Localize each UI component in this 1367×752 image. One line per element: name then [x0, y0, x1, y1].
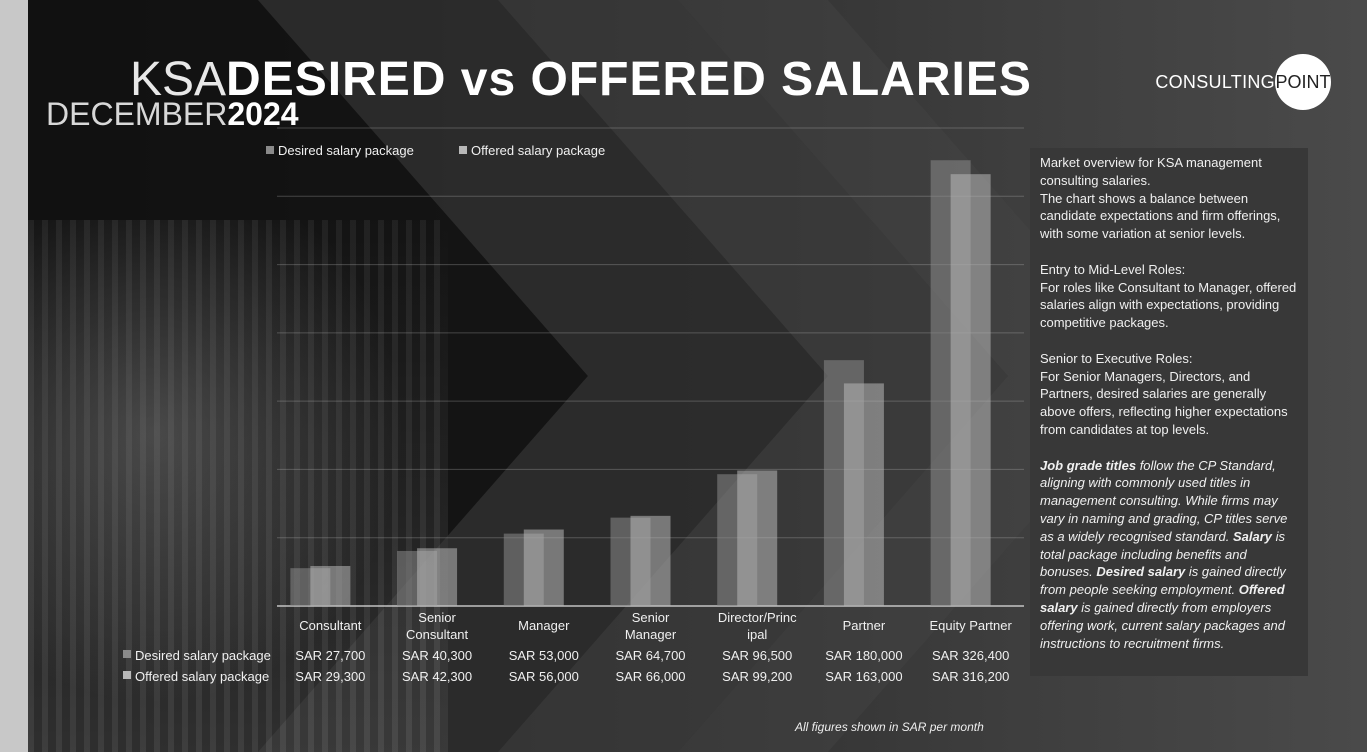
x-tick-label: Consultant — [299, 618, 362, 633]
definition-text: is gained directly from employers offeri… — [1040, 599, 1285, 651]
panel-paragraph-overview: Market overview for KSA management consu… — [1040, 155, 1281, 242]
table-legend-swatch — [123, 650, 131, 658]
definition-term: Job grade titles — [1040, 457, 1137, 473]
subtitle-light: DECEMBER — [46, 96, 228, 132]
logo-circle: POINT — [1275, 54, 1331, 110]
data-table-value: SAR 163,000 — [825, 669, 902, 684]
data-table-value: SAR 53,000 — [509, 648, 579, 663]
panel-paragraph-definitions: Job grade titles follow the CP Standard,… — [1040, 457, 1298, 653]
market-overview-panel: Market overview for KSA management consu… — [1030, 148, 1308, 676]
data-table-value: SAR 56,000 — [509, 669, 579, 684]
definition-term: Salary — [1232, 528, 1272, 544]
data-table-value: SAR 99,200 — [722, 669, 792, 684]
data-table-value: SAR 29,300 — [295, 669, 365, 684]
x-tick-label: Senior Consultant — [406, 610, 469, 642]
definition-term: Desired salary — [1096, 564, 1186, 580]
x-tick-label: Senior Manager — [625, 610, 677, 642]
definition-term: Offered salary — [1040, 582, 1285, 615]
definition-text: is total package including benefits and … — [1040, 528, 1285, 580]
title-light: KSA — [130, 53, 227, 106]
data-table-value: SAR 326,400 — [932, 648, 1009, 663]
footnote: All figures shown in SAR per month — [795, 720, 984, 734]
x-tick-label: Equity Partner — [929, 618, 1012, 633]
legend-label: Desired salary package — [278, 143, 414, 158]
bar-offered — [950, 174, 991, 607]
definition-text: is gained directly from people seeking e… — [1040, 564, 1286, 598]
data-table-value: SAR 180,000 — [825, 648, 902, 663]
left-margin-strip — [0, 0, 28, 752]
table-row-label: Desired salary package — [135, 648, 271, 663]
definition-text: follow the CP Standard, aligning with co… — [1040, 457, 1288, 544]
data-table-value: SAR 66,000 — [615, 669, 685, 684]
bar-offered — [737, 470, 778, 606]
data-table-value: SAR 40,300 — [402, 648, 472, 663]
bar-offered — [630, 515, 671, 606]
panel-paragraph-entry: Entry to Mid-Level Roles: For roles like… — [1040, 261, 1297, 331]
title-bold: DESIRED vs OFFERED SALARIES — [226, 53, 1032, 106]
x-tick-label: Manager — [518, 618, 570, 633]
legend-label: Offered salary package — [471, 143, 605, 158]
consulting-point-logo: CONSULTING POINT — [1155, 54, 1331, 110]
bar-offered — [523, 529, 564, 606]
data-table-value: SAR 96,500 — [722, 648, 792, 663]
data-table-value: SAR 64,700 — [615, 648, 685, 663]
legend-swatch — [266, 146, 274, 154]
subtitle-bold: 2024 — [227, 96, 299, 132]
x-tick-label: Director/Princ ipal — [718, 610, 797, 642]
data-table-value: SAR 42,300 — [402, 669, 472, 684]
panel-paragraph-senior: Senior to Executive Roles: For Senior Ma… — [1040, 350, 1288, 437]
table-row-label: Offered salary package — [135, 669, 269, 684]
bar-offered — [310, 565, 351, 606]
legend-swatch — [459, 146, 467, 154]
page-subtitle: DECEMBER2024 — [46, 96, 299, 133]
page-title: KSADESIRED vs OFFERED SALARIES — [130, 52, 1032, 107]
data-table-value: SAR 27,700 — [295, 648, 365, 663]
bar-offered — [417, 548, 458, 606]
logo-text: CONSULTING — [1155, 71, 1275, 92]
table-legend-swatch — [123, 671, 131, 679]
data-table-value: SAR 316,200 — [932, 669, 1009, 684]
bar-offered — [843, 383, 884, 606]
city-skyline-photo — [28, 220, 448, 752]
x-tick-label: Partner — [843, 618, 886, 633]
